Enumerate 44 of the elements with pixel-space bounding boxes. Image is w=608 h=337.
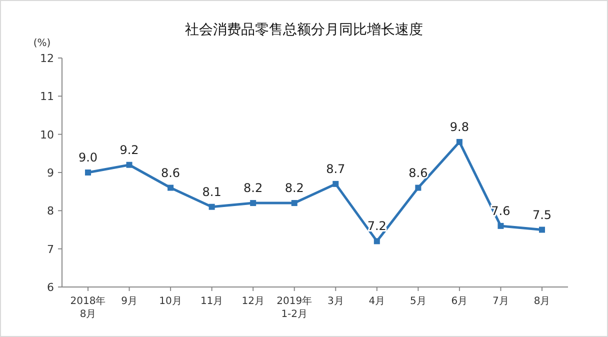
- text: 8.2: [244, 181, 263, 196]
- text: 8.6: [408, 166, 428, 180]
- x-tick-label: 3月: [327, 296, 344, 307]
- chart-title: 社会消费品零售总额分月同比增长速度: [185, 22, 423, 38]
- point: [291, 200, 298, 206]
- x-tick-label: 10月: [159, 296, 182, 307]
- y-tick-label: 7: [47, 242, 54, 256]
- text: 8.7: [326, 162, 346, 176]
- x-tick-label: 8月: [534, 296, 550, 307]
- x-tick-label: 2019年 1-2月: [276, 295, 312, 320]
- point: [168, 184, 174, 191]
- point: [250, 200, 256, 206]
- text: 7.5: [532, 208, 552, 222]
- text: 9.8: [450, 120, 469, 134]
- y-tick-label: 6: [47, 281, 54, 294]
- point: [208, 204, 215, 210]
- text: 7.2: [367, 219, 386, 234]
- y-tick-label: 11: [40, 90, 54, 104]
- text: 9.0: [78, 150, 98, 164]
- text: 9.2: [120, 142, 139, 157]
- text: 8.2: [284, 181, 304, 196]
- x-tick-label: 11月: [200, 296, 224, 307]
- x-tick-label: 9月: [121, 296, 138, 307]
- point: [498, 222, 504, 229]
- point: [374, 238, 380, 244]
- text: 8.1: [202, 184, 222, 199]
- point: [332, 180, 339, 187]
- y-tick-label: 12: [40, 52, 54, 65]
- x-tick-label: 12月: [242, 296, 264, 307]
- x-tick-label: 5月: [410, 296, 426, 307]
- y-tick-label: 10: [40, 128, 54, 142]
- point: [456, 138, 462, 145]
- x-tick-label: 2018年 8月: [70, 295, 106, 320]
- point: [126, 162, 132, 168]
- x-tick-label: 4月: [368, 296, 386, 307]
- y-axis-title: (%): [33, 38, 51, 49]
- point: [539, 226, 545, 233]
- y-tick-label: 8: [47, 204, 54, 218]
- y-tick-label: 9: [47, 166, 54, 180]
- x-tick-label: 7月: [492, 296, 509, 307]
- point: [85, 170, 91, 176]
- text: 8.6: [161, 166, 180, 180]
- point: [415, 184, 422, 191]
- x-tick-label: 6月: [451, 296, 468, 307]
